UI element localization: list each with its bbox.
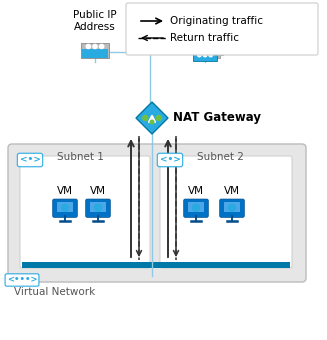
FancyBboxPatch shape: [188, 202, 204, 212]
FancyBboxPatch shape: [224, 202, 240, 212]
Text: NAT Gateway: NAT Gateway: [173, 112, 261, 124]
Text: Public IP
Prefix: Public IP Prefix: [183, 11, 227, 32]
Text: VM: VM: [57, 186, 73, 196]
Text: VM: VM: [224, 186, 240, 196]
FancyBboxPatch shape: [20, 156, 150, 268]
Circle shape: [203, 53, 207, 57]
Circle shape: [95, 204, 102, 211]
Circle shape: [156, 116, 161, 120]
Circle shape: [61, 204, 69, 211]
FancyBboxPatch shape: [8, 144, 306, 282]
FancyBboxPatch shape: [82, 49, 108, 58]
Text: <•••>: <•••>: [7, 275, 37, 285]
Text: VM: VM: [188, 186, 204, 196]
Text: Virtual Network: Virtual Network: [14, 287, 95, 297]
Polygon shape: [136, 102, 168, 134]
Circle shape: [150, 120, 154, 124]
FancyBboxPatch shape: [81, 44, 109, 58]
FancyBboxPatch shape: [160, 156, 292, 268]
Text: VM: VM: [90, 186, 106, 196]
Circle shape: [209, 53, 213, 57]
Text: Public IP
Address: Public IP Address: [73, 11, 117, 32]
Circle shape: [198, 53, 201, 57]
Text: <•>: <•>: [20, 155, 41, 165]
FancyBboxPatch shape: [196, 40, 220, 58]
Circle shape: [93, 44, 97, 49]
Text: Subnet 2: Subnet 2: [197, 152, 243, 162]
FancyBboxPatch shape: [90, 202, 106, 212]
Text: Subnet 1: Subnet 1: [57, 152, 103, 162]
Circle shape: [228, 204, 235, 211]
FancyBboxPatch shape: [220, 199, 244, 217]
Text: Return traffic: Return traffic: [170, 33, 239, 43]
FancyBboxPatch shape: [86, 199, 110, 217]
FancyBboxPatch shape: [193, 44, 217, 61]
Circle shape: [192, 204, 199, 211]
FancyBboxPatch shape: [198, 38, 223, 55]
Bar: [22, 262, 290, 268]
Circle shape: [86, 44, 91, 49]
Text: <•>: <•>: [160, 155, 181, 165]
Circle shape: [143, 116, 148, 120]
Circle shape: [99, 44, 104, 49]
FancyBboxPatch shape: [184, 199, 208, 217]
FancyBboxPatch shape: [126, 3, 318, 55]
FancyBboxPatch shape: [53, 199, 77, 217]
FancyBboxPatch shape: [57, 202, 73, 212]
Text: Originating traffic: Originating traffic: [170, 16, 263, 26]
